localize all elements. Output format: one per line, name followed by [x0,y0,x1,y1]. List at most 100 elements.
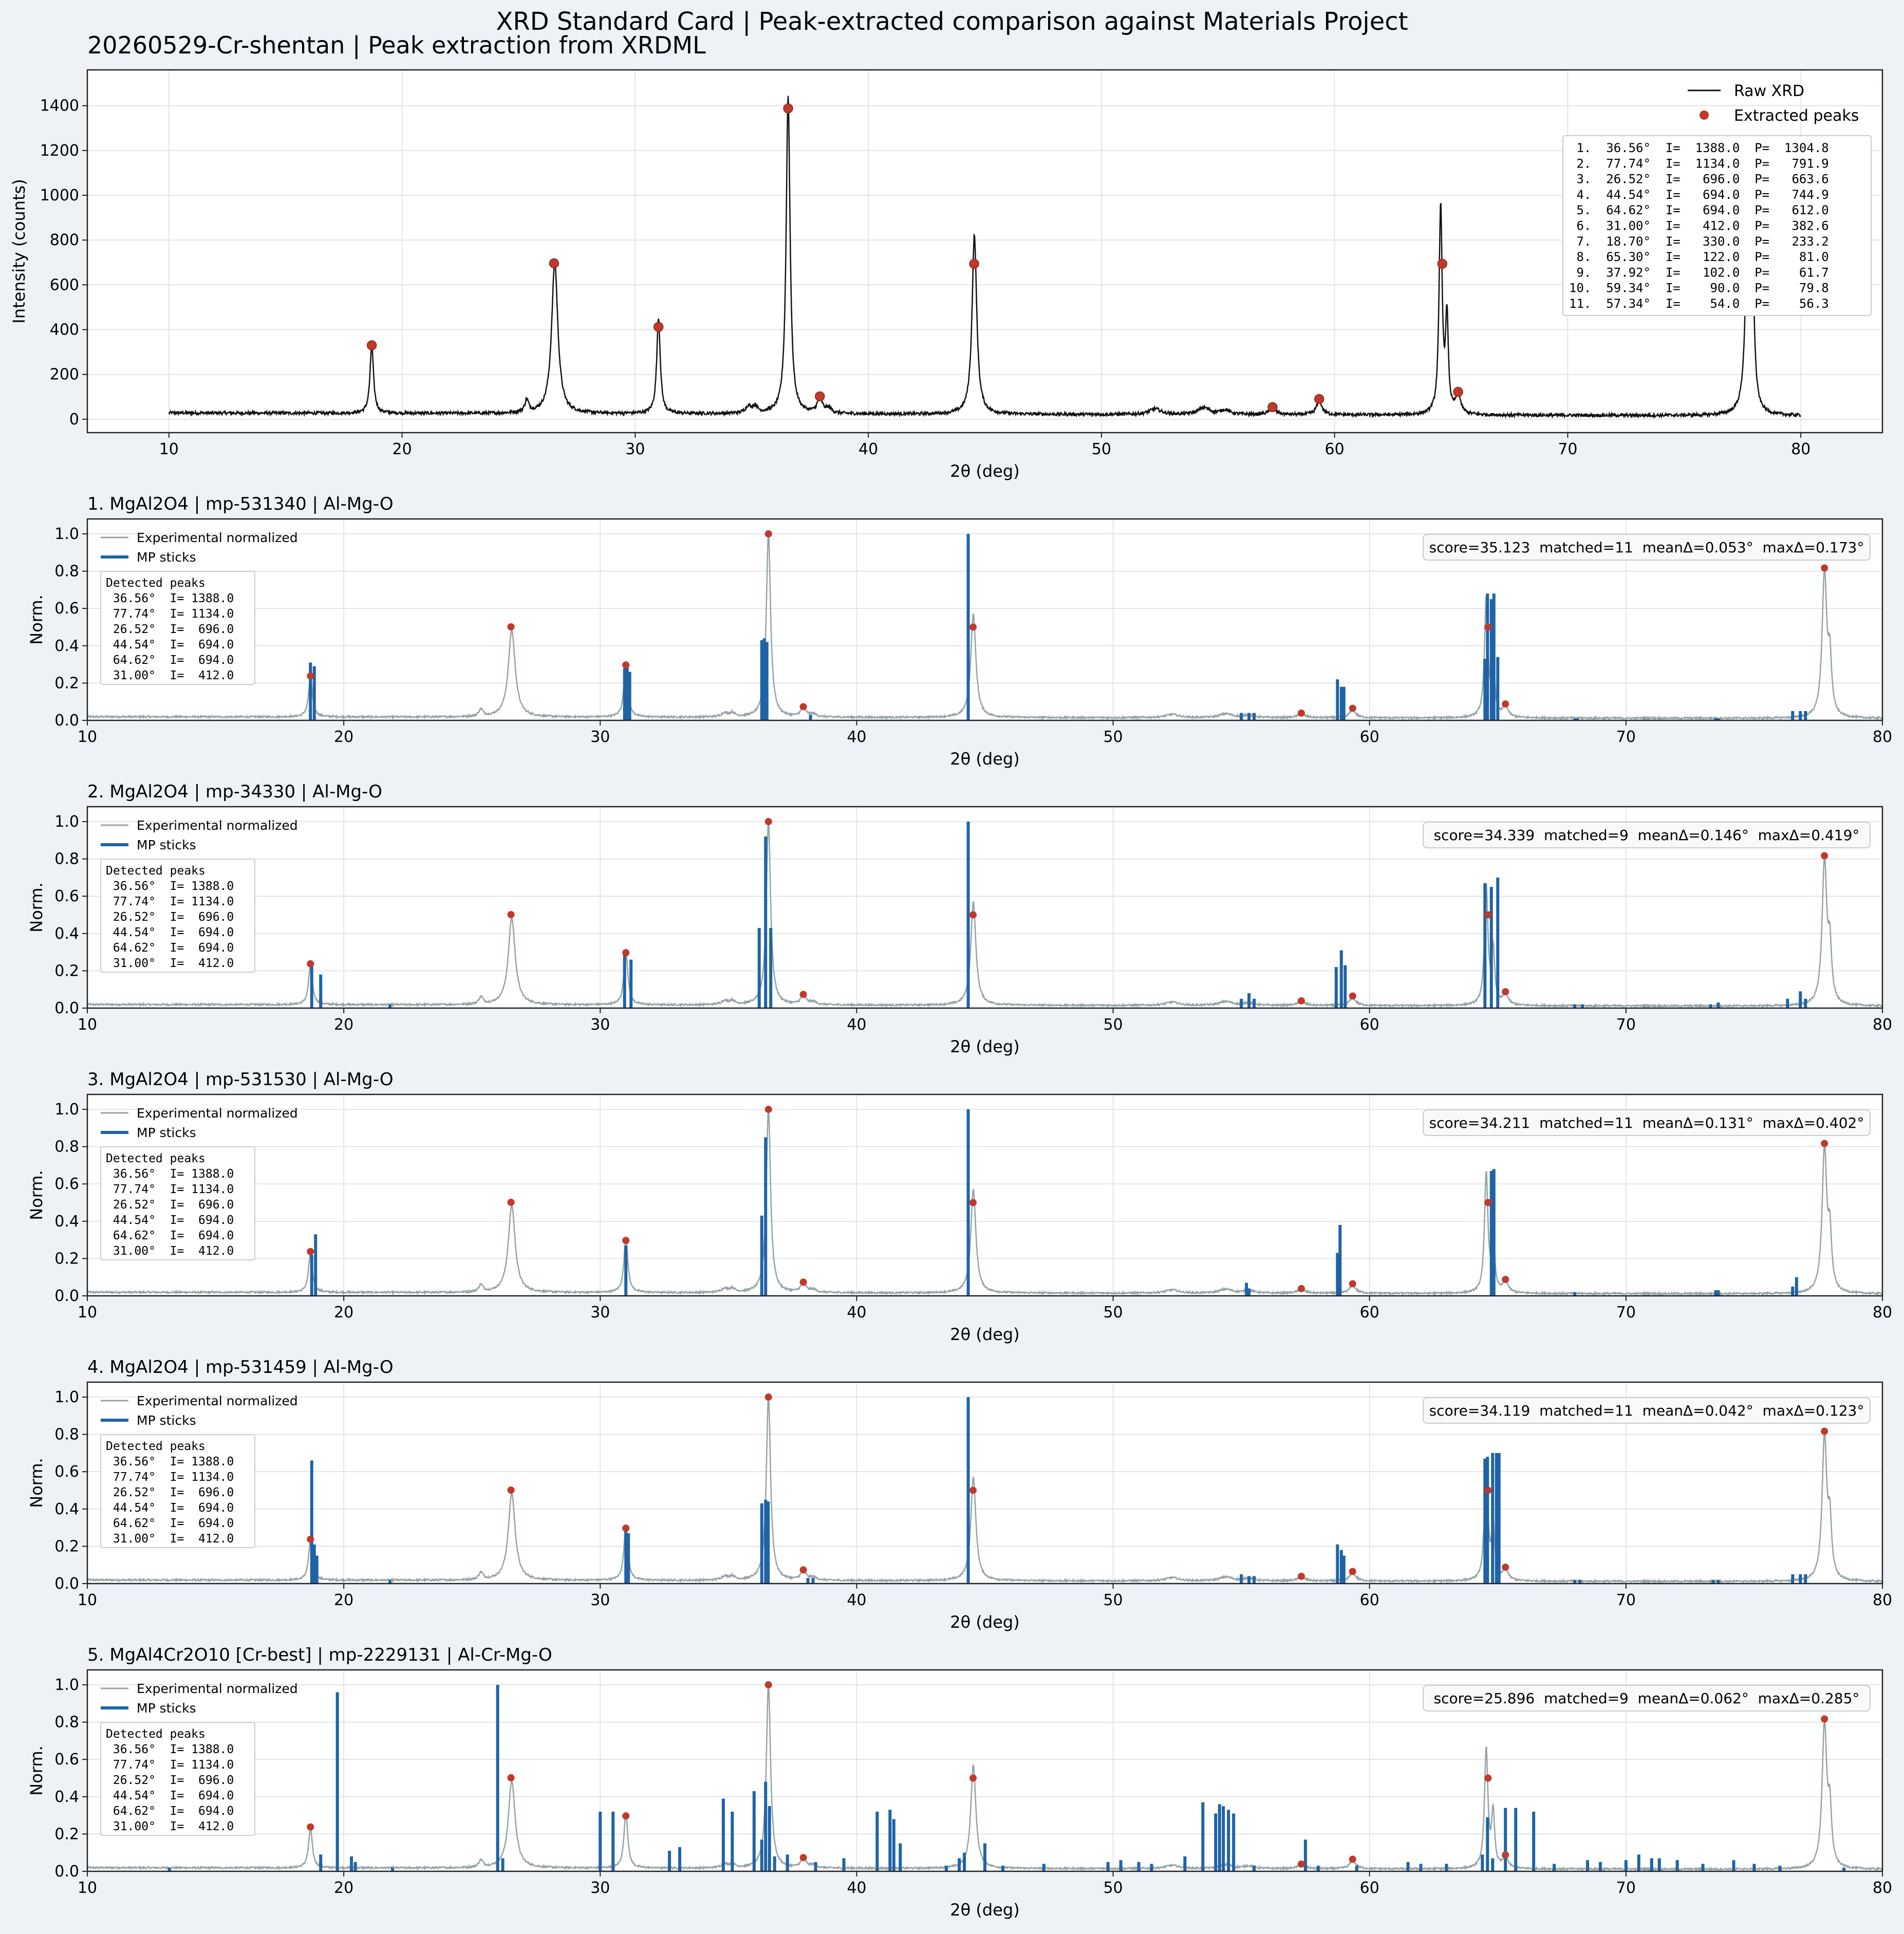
mp-stick [1711,1579,1715,1584]
peak-table-row: 4. 44.54° I= 694.0 P= 744.9 [1569,188,1829,202]
mp-stick [966,1397,970,1584]
mp-stick [888,1810,892,1871]
matched-peak-marker [1484,623,1492,631]
mp-stick [1253,998,1256,1008]
mp-stick [496,1685,499,1871]
mp-stick [760,640,763,720]
mp-stick [1799,1574,1802,1584]
mp-stick [627,1533,630,1584]
mp-stick [319,1854,323,1871]
mp-stick [786,1854,789,1871]
mp-stick [1342,686,1346,720]
raw-ytick-label: 0 [69,411,79,429]
score-box [1423,1109,1871,1136]
candidate-panel-4: 4. MgAl2O4 | mp-531459 | Al-Mg-O 10 20 30 40… [27,1357,1892,1632]
candidate-ylabel: Norm. [27,594,46,644]
mp-stick [668,1851,671,1871]
matched-peak-marker [1502,1851,1509,1859]
matched-peak-marker [507,1486,515,1494]
extracted-peak-marker [653,322,664,332]
score-text: score=25.896 matched=9 meanΔ=0.062° maxΔ… [1434,1690,1860,1707]
mp-stick [1201,1802,1205,1871]
candidate-xlabel: 2θ (deg) [950,1900,1019,1920]
mp-stick [958,1858,961,1871]
mp-stick [1786,998,1789,1008]
mp-stick [1576,718,1579,720]
candidate-xlabel: 2θ (deg) [950,1325,1019,1344]
candidate-title: 2. MgAl2O4 | mp-34330 | Al-Mg-O [87,782,382,802]
matched-peak-marker [799,1278,807,1286]
mp-stick [1657,1858,1661,1871]
candidate-xtick-label: 80 [1873,728,1892,746]
mp-stick [1218,1804,1221,1871]
matched-peak-marker [1349,1280,1356,1288]
mp-stick [1714,1290,1718,1296]
mp-stick [760,1839,763,1871]
candidate-title: 4. MgAl2O4 | mp-531459 | Al-Mg-O [87,1357,394,1378]
detected-peak-row: 36.56° I= 1388.0 [106,1455,234,1468]
mp-stick [764,1499,768,1584]
mp-stick [1483,883,1487,1008]
figure-subtitle: 20260529-Cr-shentan | Peak extraction fr… [87,31,706,60]
raw-xtick-label: 20 [392,440,412,458]
mp-stick [1714,718,1718,720]
matched-peak-marker [507,910,515,918]
extracted-peak-marker [783,103,793,114]
mp-stick [1481,1854,1484,1871]
candidate-ytick-label: 0.8 [54,1426,79,1444]
candidate-axes-frame [86,1093,1883,1297]
mp-stick [1342,1555,1346,1584]
legend-experimental-label: Experimental normalized [137,818,298,833]
matched-peak-marker [507,623,515,630]
mp-stick [731,1811,734,1871]
mp-stick [309,662,312,720]
mp-stick [1316,1866,1320,1871]
mp-stick [1106,1862,1110,1871]
candidate-title: 3. MgAl2O4 | mp-531530 | Al-Mg-O [87,1069,394,1090]
experimental-normalized-line [87,533,1883,721]
detected-peak-row: 26.52° I= 696.0 [106,1486,234,1499]
mp-stick [875,1811,879,1871]
detected-peak-row: 31.00° I= 412.0 [106,1532,234,1546]
candidate-xtick-label: 10 [78,1879,97,1897]
mp-stick [628,672,631,720]
mp-stick [1716,1290,1720,1296]
matched-peak-marker [307,1823,314,1831]
candidate-xtick-label: 70 [1616,728,1636,746]
matched-peak-marker [764,530,772,538]
extracted-peak-marker [1437,258,1448,269]
matched-peak-marker [1349,704,1356,712]
mp-stick [1214,1813,1218,1871]
candidate-ytick-label: 0.2 [54,1825,79,1843]
mp-stick [611,1811,615,1871]
mp-stick [966,822,970,1008]
raw-ytick-label: 1400 [40,97,79,115]
mp-stick [764,1137,768,1296]
matched-peak-marker [1297,1860,1305,1868]
mp-stick [319,974,323,1008]
raw-xrd-panel: 10 20 30 40 50 60 70 80020040060080010001200140… [9,69,1883,481]
mp-stick [1791,1286,1795,1296]
matched-peak-marker [764,818,772,826]
mp-stick [1491,1858,1495,1871]
matched-peak-marker [799,1854,807,1862]
matched-peak-marker [1484,911,1492,919]
mp-stick [1701,1864,1705,1871]
mp-stick [1637,1854,1640,1871]
candidate-xtick-label: 30 [590,1304,610,1322]
mp-stick [1253,1866,1256,1871]
matched-peak-marker [1821,1140,1828,1147]
candidate-panel-2: 2. MgAl2O4 | mp-34330 | Al-Mg-O 10 20 30 40 5… [27,782,1892,1056]
detected-peak-row: 64.62° I= 694.0 [106,654,234,667]
candidate-xtick-label: 40 [847,1879,866,1897]
peak-table-row: 1. 36.56° I= 1388.0 P= 1304.8 [1569,141,1829,155]
mp-stick [501,1858,505,1871]
candidate-xtick-label: 20 [334,1591,353,1609]
mp-stick [1842,1867,1846,1871]
mp-stick [966,1109,970,1296]
candidate-xtick-label: 30 [590,1016,610,1034]
detected-peak-row: 44.54° I= 694.0 [106,1501,234,1515]
detected-peak-row: 31.00° I= 412.0 [106,669,234,682]
mp-stick [752,1791,756,1871]
